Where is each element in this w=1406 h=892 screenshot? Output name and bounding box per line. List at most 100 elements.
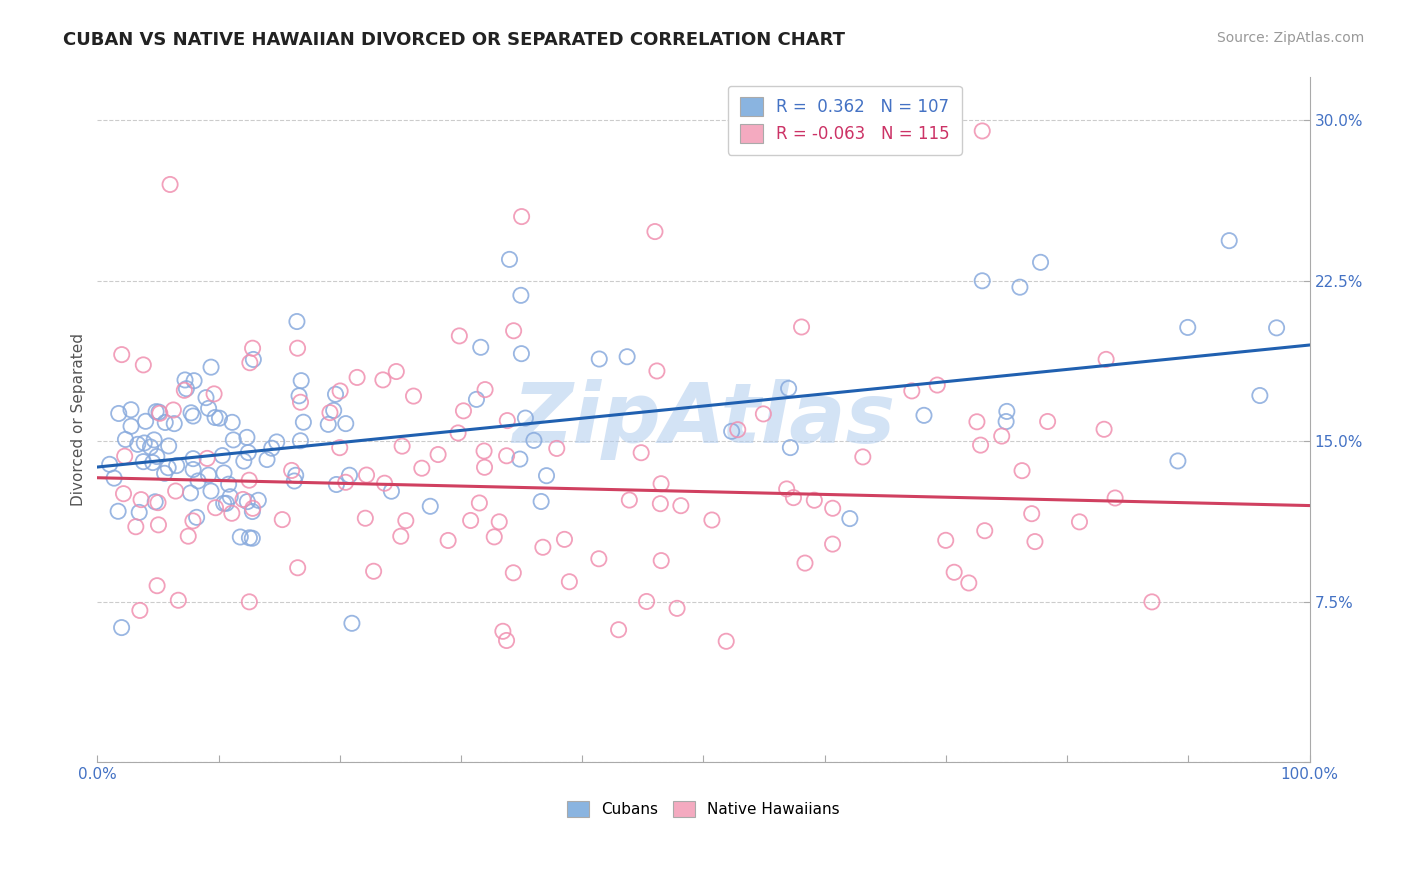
Point xyxy=(495,633,517,648)
Point xyxy=(173,384,195,398)
Point xyxy=(280,463,302,477)
Point xyxy=(1167,454,1189,468)
Point xyxy=(240,504,263,518)
Point xyxy=(645,364,668,378)
Point xyxy=(319,406,342,420)
Point xyxy=(142,456,165,470)
Point xyxy=(531,541,554,555)
Point xyxy=(238,473,260,487)
Point xyxy=(449,329,471,343)
Point xyxy=(1069,515,1091,529)
Point xyxy=(509,452,531,467)
Point xyxy=(148,517,170,532)
Point xyxy=(120,419,142,434)
Point xyxy=(558,574,581,589)
Point xyxy=(155,416,177,430)
Point xyxy=(389,529,412,543)
Point xyxy=(650,553,672,567)
Point xyxy=(139,440,162,454)
Point xyxy=(1265,321,1288,335)
Point xyxy=(335,417,357,431)
Point xyxy=(204,500,226,515)
Point xyxy=(212,496,235,510)
Point xyxy=(316,417,339,432)
Point xyxy=(470,340,492,354)
Point xyxy=(794,556,817,570)
Point xyxy=(402,389,425,403)
Point xyxy=(966,415,988,429)
Point xyxy=(211,449,233,463)
Point xyxy=(197,468,219,483)
Point xyxy=(488,515,510,529)
Point xyxy=(238,445,260,459)
Point xyxy=(339,468,361,483)
Point xyxy=(523,434,546,448)
Point xyxy=(1249,388,1271,402)
Point xyxy=(380,484,402,499)
Point xyxy=(219,490,242,504)
Point xyxy=(163,417,186,431)
Point xyxy=(474,460,496,475)
Point xyxy=(776,482,799,496)
Point xyxy=(727,423,749,437)
Point xyxy=(391,439,413,453)
Point xyxy=(221,506,243,520)
Point xyxy=(530,494,553,508)
Point xyxy=(644,225,666,239)
Point xyxy=(468,496,491,510)
Point xyxy=(236,494,259,508)
Point xyxy=(149,406,172,420)
Point xyxy=(1029,255,1052,269)
Point xyxy=(174,373,197,387)
Point xyxy=(132,455,155,469)
Y-axis label: Divorced or Separated: Divorced or Separated xyxy=(72,334,86,507)
Point xyxy=(990,429,1012,443)
Legend: Cubans, Native Hawaiians: Cubans, Native Hawaiians xyxy=(561,795,845,823)
Point xyxy=(619,493,641,508)
Point xyxy=(107,407,129,421)
Point xyxy=(356,468,378,483)
Point xyxy=(238,531,260,545)
Point xyxy=(329,384,352,398)
Point xyxy=(510,210,533,224)
Point xyxy=(492,624,515,639)
Point xyxy=(650,497,672,511)
Point xyxy=(232,492,254,507)
Point xyxy=(120,402,142,417)
Point xyxy=(995,404,1018,418)
Point xyxy=(546,442,568,456)
Point xyxy=(181,451,204,466)
Point xyxy=(195,391,218,405)
Point xyxy=(266,434,288,449)
Point xyxy=(167,593,190,607)
Point xyxy=(284,468,307,483)
Point xyxy=(973,524,995,538)
Point xyxy=(669,499,692,513)
Point xyxy=(166,458,188,473)
Point xyxy=(290,395,312,409)
Point xyxy=(128,505,150,519)
Point xyxy=(197,401,219,416)
Point xyxy=(260,441,283,455)
Point xyxy=(200,360,222,375)
Point xyxy=(340,616,363,631)
Point xyxy=(502,566,524,580)
Point xyxy=(354,511,377,525)
Point xyxy=(221,415,243,429)
Point xyxy=(236,430,259,444)
Point xyxy=(180,486,202,500)
Point xyxy=(465,392,488,407)
Point xyxy=(553,533,575,547)
Point xyxy=(1092,422,1115,436)
Point xyxy=(630,446,652,460)
Point xyxy=(957,576,980,591)
Point xyxy=(509,288,531,302)
Point xyxy=(1177,320,1199,334)
Point xyxy=(146,496,169,510)
Point xyxy=(395,514,418,528)
Point xyxy=(103,471,125,485)
Point xyxy=(239,356,262,370)
Point xyxy=(943,566,966,580)
Point xyxy=(180,406,202,420)
Point xyxy=(510,346,533,360)
